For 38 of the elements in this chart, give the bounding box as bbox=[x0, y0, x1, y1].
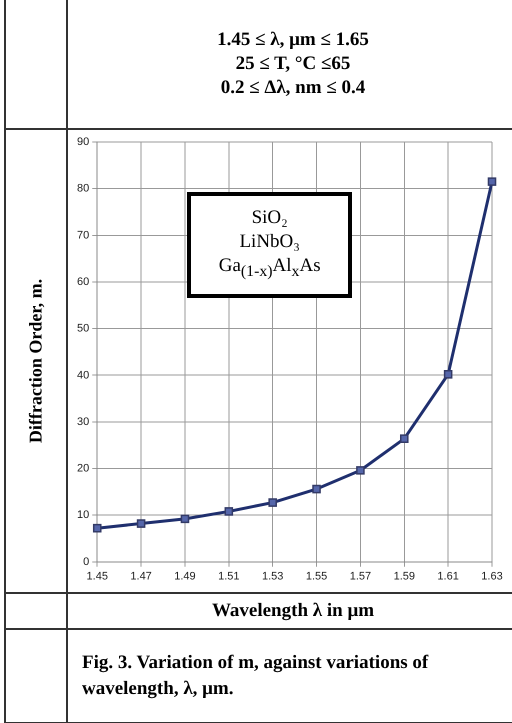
x-tick-label: 1.51 bbox=[218, 570, 240, 582]
y-tick-label: 90 bbox=[76, 136, 90, 148]
x-tick-label: 1.47 bbox=[130, 570, 152, 582]
annotation: LiNbO₃ bbox=[238, 230, 301, 254]
point bbox=[92, 524, 102, 532]
x-tick-label: 1.45 bbox=[86, 570, 108, 582]
x-axis-title: Wavelength λ in μm bbox=[67, 593, 512, 629]
y-axis-title: Diffraction Order, m. bbox=[26, 278, 46, 444]
y-tick-label: 60 bbox=[76, 276, 90, 288]
y-tick-label: 20 bbox=[76, 462, 90, 475]
y-tick-label: 40 bbox=[76, 369, 90, 382]
x-tick-label: 1.61 bbox=[437, 570, 459, 582]
point bbox=[180, 514, 190, 524]
point bbox=[488, 177, 496, 186]
text: Fig. 3. Variation of m, against variations of wavelength, λ, μm. bbox=[67, 629, 512, 723]
y-tick-label: 80 bbox=[76, 182, 90, 195]
point bbox=[312, 484, 321, 494]
annotation: SiO₂ bbox=[250, 206, 289, 230]
point bbox=[356, 466, 365, 475]
point bbox=[400, 434, 409, 443]
y-tick-label: 0 bbox=[83, 556, 90, 568]
point bbox=[444, 370, 452, 379]
chart-subtitle: 1.45 ≤ λ, μm ≤ 1.65 25 ≤ T, °C ≤65 0.2 ≤ Δλ, nm ≤ 0.4 bbox=[67, 0, 512, 129]
x-tick-label: 1.53 bbox=[262, 570, 284, 582]
annotation: Ga$_{(1-x)}$Al$_{x}$As bbox=[218, 254, 322, 282]
x-tick-label: 1.57 bbox=[350, 570, 372, 582]
framed-text-box: SiO₂ LiNbO₃ Ga$_{(1-x)}$Al$_{x}$As bbox=[186, 192, 352, 298]
y-tick-label: 30 bbox=[76, 416, 90, 428]
point bbox=[224, 507, 234, 516]
y-tick-label: 50 bbox=[76, 322, 90, 335]
x-tick-label: 1.49 bbox=[174, 570, 196, 582]
point bbox=[136, 519, 146, 528]
y-tick-label: 10 bbox=[76, 509, 90, 522]
x-tick-label: 1.55 bbox=[306, 570, 328, 582]
x-tick-label: 1.63 bbox=[481, 570, 503, 582]
y-tick-label: 70 bbox=[76, 229, 90, 242]
point bbox=[268, 498, 277, 507]
x-tick-label: 1.59 bbox=[394, 570, 415, 582]
